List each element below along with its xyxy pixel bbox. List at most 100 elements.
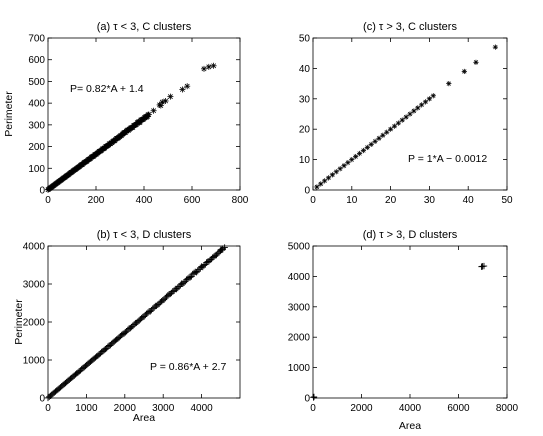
data-point xyxy=(426,96,432,102)
x-tick-label: 2000 xyxy=(114,403,137,414)
x-tick-label: 0 xyxy=(45,195,51,206)
y-tick-label: 3000 xyxy=(23,280,46,291)
x-tick-label: 20 xyxy=(385,195,397,206)
x-tick-label: 2000 xyxy=(350,403,373,414)
data-point xyxy=(184,83,191,90)
fit-annotation: P = 0.86*A + 2.7 xyxy=(150,361,226,373)
y-tick-label: 4000 xyxy=(288,272,311,283)
panel-a: (a) τ < 3, C clusters 0 200 400 600 800 0 100 20… xyxy=(3,21,249,206)
y-tick-label: 3000 xyxy=(288,302,311,313)
x-tick-label: 4000 xyxy=(399,403,422,414)
x-tick-label: 600 xyxy=(184,195,201,206)
x-tick-label: 40 xyxy=(463,195,475,206)
data-point xyxy=(201,65,207,72)
x-tick-label: 0 xyxy=(45,403,51,414)
data-point xyxy=(388,126,394,132)
series-points xyxy=(45,62,217,193)
data-point xyxy=(345,160,351,166)
y-tick-label: 500 xyxy=(28,77,45,88)
data-point xyxy=(492,44,498,50)
data-point xyxy=(210,62,217,69)
series-points xyxy=(310,262,488,401)
data-point xyxy=(329,172,335,178)
data-point xyxy=(205,63,212,70)
data-point xyxy=(322,178,328,184)
panel-c: (c) τ > 3, C clusters 0 10 20 30 40 50 0 10 20 30 4… xyxy=(299,21,513,206)
x-tick-label: 30 xyxy=(424,195,436,206)
data-point xyxy=(162,97,169,104)
data-point xyxy=(360,147,367,154)
data-point xyxy=(411,108,417,114)
data-point xyxy=(391,123,398,129)
panel-title: (a) τ < 3, C clusters xyxy=(97,21,192,33)
data-point xyxy=(167,93,174,100)
y-tick-label: 4000 xyxy=(23,242,46,253)
panel-title: (c) τ > 3, C clusters xyxy=(363,21,457,33)
y-tick-label: 5000 xyxy=(288,242,311,253)
x-axis-label: Area xyxy=(133,412,155,424)
y-axis-label: Perimeter xyxy=(3,91,15,137)
x-tick-label: 0 xyxy=(310,195,316,206)
data-point xyxy=(407,111,413,117)
panel-title: (b) τ < 3, D clusters xyxy=(97,229,192,241)
data-point xyxy=(337,166,343,172)
y-tick-label: 300 xyxy=(28,120,45,131)
data-point xyxy=(353,153,359,160)
x-axis-label: Area xyxy=(399,420,421,432)
data-point xyxy=(419,102,425,108)
data-point xyxy=(403,114,409,120)
y-tick-label: 400 xyxy=(28,99,45,110)
y-tick-label: 50 xyxy=(299,34,311,45)
data-point xyxy=(422,99,429,105)
data-point xyxy=(150,107,157,114)
fit-annotation: P= 0.82*A + 1.4 xyxy=(70,83,144,95)
x-tick-label: 8000 xyxy=(496,403,519,414)
y-tick-label: 20 xyxy=(299,125,311,136)
series-points xyxy=(44,244,228,402)
x-tick-label: 50 xyxy=(501,195,513,206)
data-point xyxy=(179,86,186,93)
x-tick-label: 400 xyxy=(136,195,153,206)
plot-area xyxy=(312,245,508,399)
x-tick-label: 1000 xyxy=(75,403,98,414)
x-tick-label: 3000 xyxy=(152,403,175,414)
fit-annotation: P = 1*A − 0.0012 xyxy=(408,153,487,165)
x-tick-label: 10 xyxy=(346,195,358,206)
y-tick-label: 100 xyxy=(28,164,45,175)
x-tick-label: 200 xyxy=(88,195,105,206)
y-tick-label: 700 xyxy=(28,34,45,45)
data-point xyxy=(399,117,405,123)
data-point xyxy=(376,135,382,141)
y-tick-label: 200 xyxy=(28,142,45,153)
panel-d: (d) τ > 3, D clusters 0 2000 4000 6000 8000 0 1… xyxy=(288,229,519,432)
y-tick-label: 40 xyxy=(299,64,311,75)
data-point xyxy=(310,393,318,401)
data-point xyxy=(380,132,386,138)
y-tick-label: 2000 xyxy=(23,318,46,329)
y-tick-label: 0 xyxy=(304,186,310,197)
data-point xyxy=(310,394,317,401)
data-point xyxy=(356,150,363,157)
y-tick-label: 0 xyxy=(304,394,310,405)
data-point xyxy=(395,120,401,126)
plot-area xyxy=(312,37,508,191)
y-tick-label: 600 xyxy=(28,55,45,66)
data-point xyxy=(372,138,378,144)
data-point xyxy=(415,105,421,111)
y-tick-label: 10 xyxy=(299,155,311,166)
y-tick-label: 2000 xyxy=(288,333,311,344)
x-tick-label: 4000 xyxy=(190,403,213,414)
y-tick-label: 30 xyxy=(299,94,311,105)
x-tick-label: 6000 xyxy=(447,403,470,414)
y-tick-label: 0 xyxy=(39,186,45,197)
data-point xyxy=(349,157,355,163)
data-point xyxy=(325,175,332,181)
data-point xyxy=(461,68,467,75)
x-tick-label: 0 xyxy=(310,403,316,414)
data-point xyxy=(473,59,479,65)
data-point xyxy=(187,274,194,281)
y-tick-label: 1000 xyxy=(23,356,46,367)
data-point xyxy=(318,181,324,187)
data-point xyxy=(314,184,320,190)
